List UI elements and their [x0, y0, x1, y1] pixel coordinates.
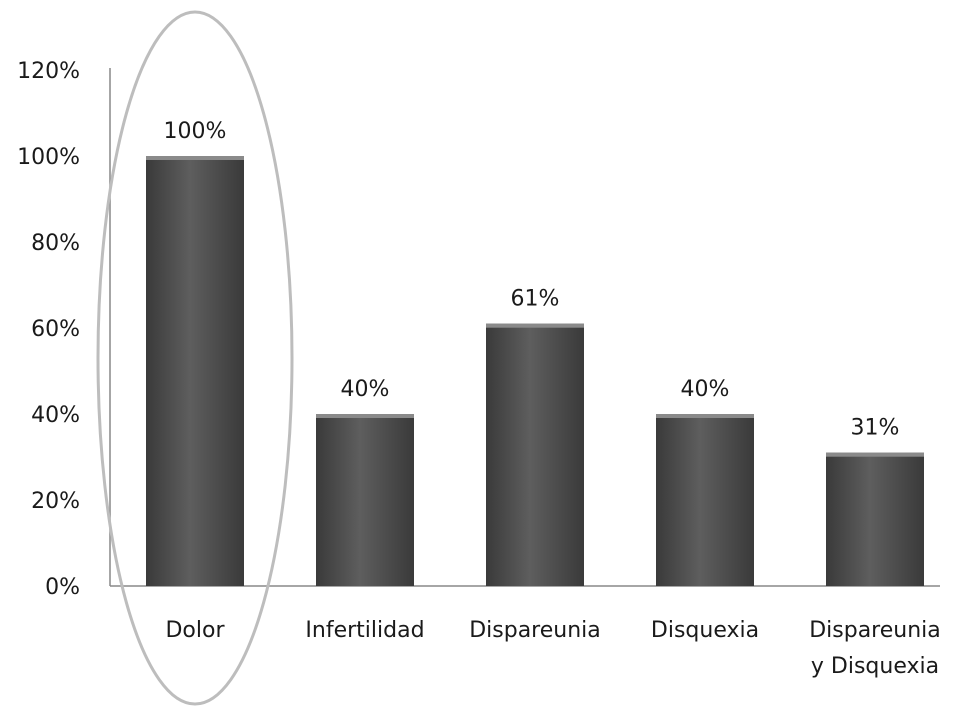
data-label-1: 40% [341, 377, 390, 402]
bar-4 [826, 452, 924, 586]
y-tick-label: 0% [45, 575, 80, 600]
labels: 100% Dolor 40% Infertilidad 61% Dispareunia 40… [164, 119, 941, 679]
y-tick-label: 60% [31, 317, 80, 342]
bar-0 [146, 156, 244, 586]
category-label-2-0: Dispareunia [469, 618, 601, 643]
y-tick-label: 20% [31, 489, 80, 514]
bar-top-highlight-4 [826, 452, 924, 457]
y-tick-label: 40% [31, 403, 80, 428]
bar-3 [656, 414, 754, 586]
category-label-4-0: Dispareunia [809, 618, 941, 643]
bar-top-highlight-2 [486, 323, 584, 328]
data-label-0: 100% [164, 119, 227, 144]
bars [146, 156, 924, 586]
category-label-1-0: Infertilidad [305, 618, 424, 643]
category-label-3-0: Disquexia [651, 618, 759, 643]
overlay [96, 10, 294, 706]
category-label-4-1: y Disquexia [811, 654, 939, 679]
y-tick-label: 80% [31, 231, 80, 256]
category-label-0-0: Dolor [165, 618, 225, 643]
bar-1 [316, 414, 414, 586]
data-label-3: 40% [681, 377, 730, 402]
bar-top-highlight-3 [656, 414, 754, 418]
data-label-2: 61% [511, 287, 560, 312]
highlight-ellipse [96, 10, 294, 706]
bar-2 [486, 323, 584, 586]
axes: 0% 20% 40% 60% 80% 100% 120% [17, 59, 940, 600]
y-tick-label: 120% [17, 59, 80, 84]
bar-top-highlight-0 [146, 156, 244, 160]
y-tick-label: 100% [17, 145, 80, 170]
bar-top-highlight-1 [316, 414, 414, 418]
data-label-4: 31% [851, 416, 900, 441]
